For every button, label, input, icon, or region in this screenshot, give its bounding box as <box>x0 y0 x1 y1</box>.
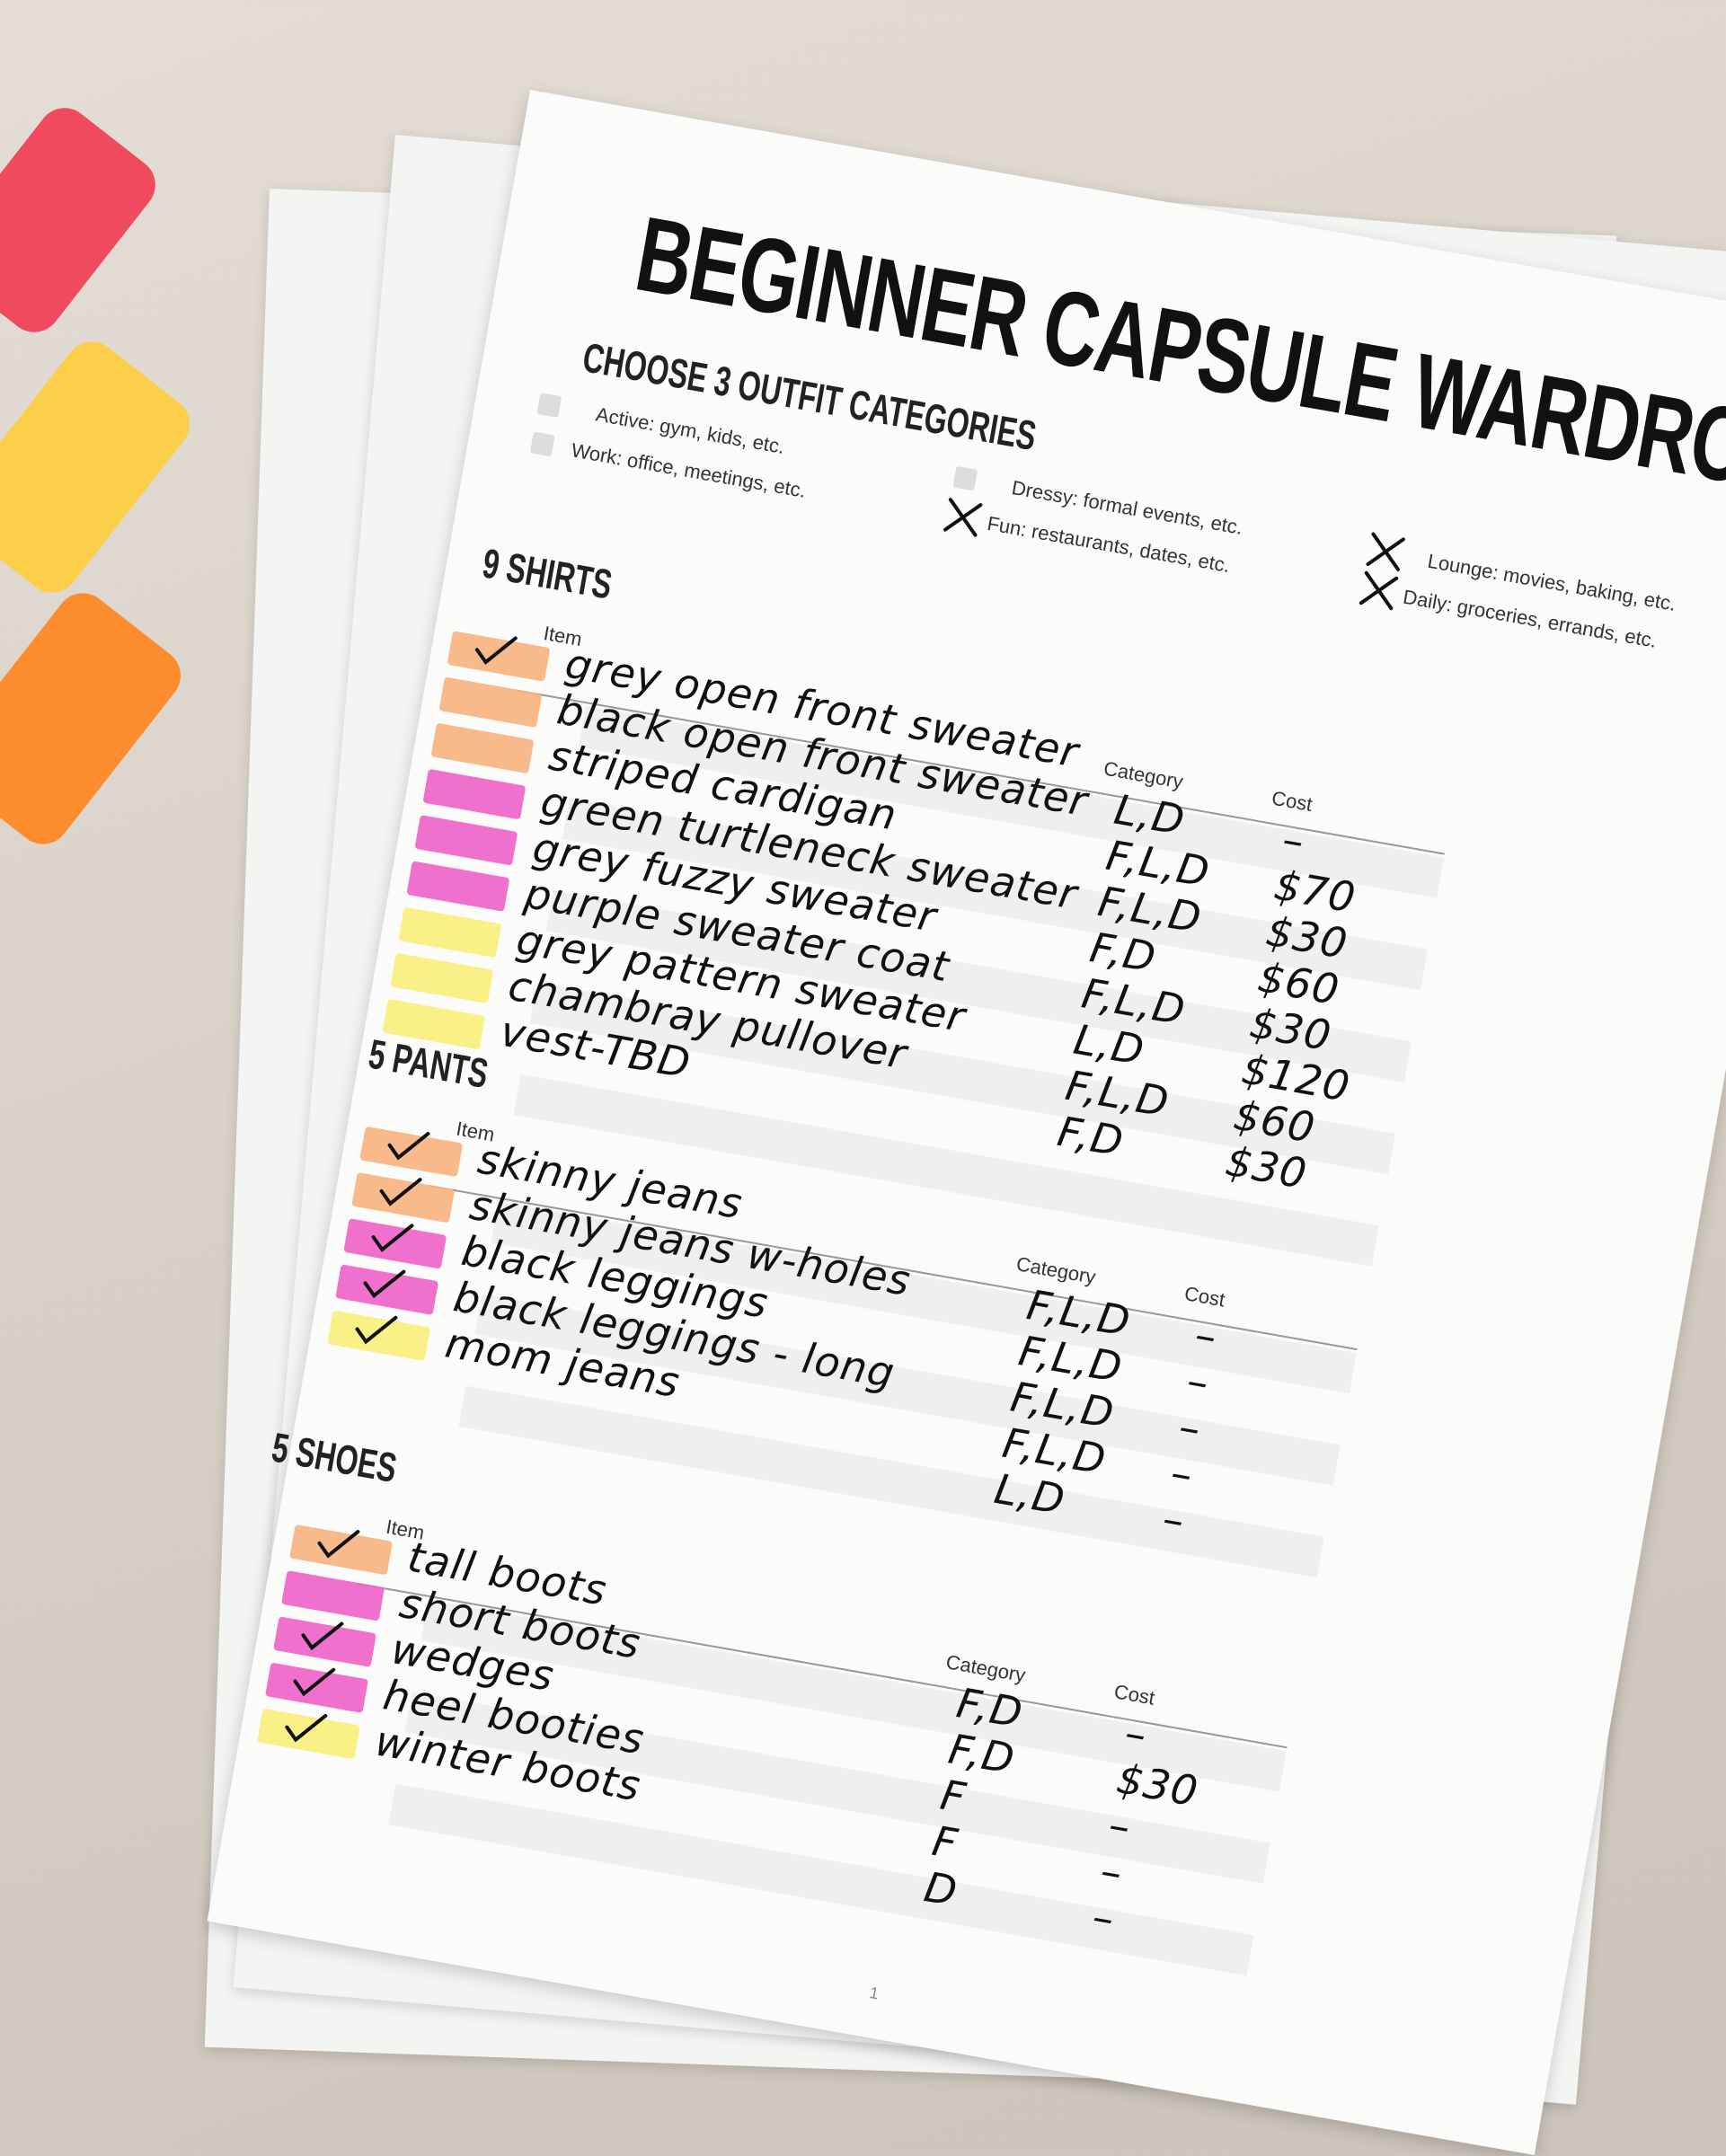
checkmark <box>369 1165 430 1219</box>
category-x <box>1356 526 1417 579</box>
checkmark-shape <box>474 636 518 666</box>
highlight <box>406 861 510 912</box>
highlight <box>414 815 518 866</box>
checkmark-shape <box>387 1131 430 1161</box>
checkmark <box>345 1303 406 1356</box>
checkmark-shape <box>301 1621 344 1651</box>
section-heading: 5 SHOES <box>268 1423 401 1492</box>
checkmark-shape <box>355 1315 398 1345</box>
category-x <box>934 490 995 544</box>
category: F,D <box>1054 1107 1128 1167</box>
category-checkbox <box>529 431 555 457</box>
checkmark <box>377 1118 438 1172</box>
category-x-shape <box>1366 532 1405 571</box>
checkmark <box>283 1655 344 1709</box>
checkmark-shape <box>285 1713 328 1743</box>
column-header: Cost <box>1270 786 1314 817</box>
checkmark-shape <box>363 1269 406 1299</box>
worksheet: BEGINNER CAPSULE WARDROBE CHOOSE 3 OUTFI… <box>207 90 1726 2156</box>
section-heading: 9 SHIRTS <box>479 539 616 608</box>
checkmark <box>465 623 526 677</box>
checkmark <box>307 1517 368 1571</box>
marker-orange <box>0 582 192 855</box>
highlight <box>422 768 527 820</box>
category-x-shape <box>943 498 983 537</box>
checkmark <box>291 1609 352 1663</box>
column-header: Cost <box>1112 1680 1157 1710</box>
page-number: 1 <box>868 1983 881 2003</box>
column-header: Cost <box>1182 1282 1227 1312</box>
checkmark-shape <box>317 1530 360 1559</box>
highlight <box>390 952 494 1004</box>
highlight <box>438 676 543 728</box>
highlight <box>398 906 502 959</box>
checkmark <box>361 1211 422 1265</box>
marker-pink <box>0 97 166 343</box>
checkmark-shape <box>379 1178 422 1206</box>
checkmark-shape <box>293 1667 336 1697</box>
checkmark <box>353 1257 414 1311</box>
highlight <box>430 722 535 774</box>
highlight <box>281 1570 385 1621</box>
category-x-shape <box>1359 570 1399 611</box>
category-x <box>1350 564 1411 618</box>
checkmark-shape <box>371 1224 414 1252</box>
category-checkbox <box>952 465 978 491</box>
checkmark <box>275 1701 336 1754</box>
marker-yellow <box>0 331 201 604</box>
category-checkbox <box>536 393 562 418</box>
